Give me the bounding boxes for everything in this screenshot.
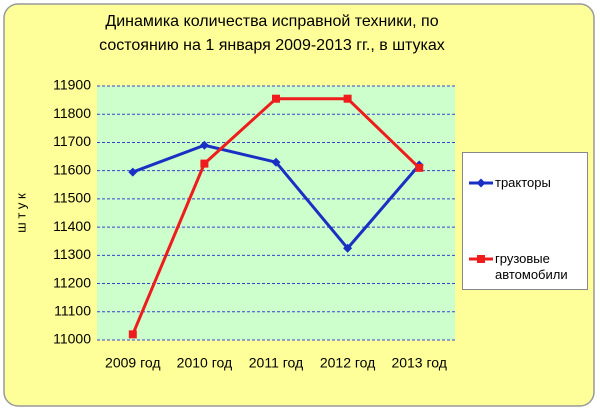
point: [200, 159, 209, 168]
legend-marker: [477, 255, 485, 263]
legend-symbol: [469, 178, 493, 188]
y-tick-label: 11300: [53, 246, 91, 262]
point: [199, 140, 209, 150]
legend-label: грузовые автомобили: [495, 251, 568, 282]
y-tick-label: 11100: [54, 302, 91, 318]
point: [128, 167, 138, 177]
y-axis-label: ш т у к: [13, 193, 28, 233]
point: [343, 243, 353, 253]
y-tick-label: 11500: [53, 190, 91, 206]
legend-item: тракторы: [467, 175, 583, 191]
y-tick-label: 11600: [53, 161, 91, 177]
chart-title: Динамика количества исправной техники, п…: [105, 13, 438, 30]
point: [272, 94, 280, 103]
plot-area: [97, 86, 455, 340]
point: [415, 163, 424, 172]
y-tick-label: 11000: [53, 331, 91, 347]
x-tick-label: 2013 год: [391, 355, 446, 371]
legend-item: грузовые автомобили: [467, 251, 583, 283]
y-tick-label: 11900: [53, 77, 91, 93]
x-tick-label: 2009 год: [105, 355, 160, 371]
y-tick-label: 11800: [53, 105, 91, 121]
point: [343, 94, 352, 103]
x-tick-label: 2010 год: [177, 355, 232, 371]
point: [271, 157, 281, 167]
point: [128, 330, 137, 339]
y-tick-label: 11700: [53, 133, 91, 149]
legend: тракторы грузовые автомобили: [462, 152, 588, 290]
legend-marker: [476, 178, 486, 188]
y-tick-label: 11400: [53, 218, 91, 234]
x-tick-label: 2011 год: [249, 355, 303, 371]
legend-label: тракторы: [495, 175, 551, 190]
x-tick-label: 2012 год: [320, 355, 375, 371]
chart-title: состоянию на 1 января 2009-2013 гг., в ш…: [99, 37, 445, 54]
y-tick-label: 11200: [53, 274, 91, 290]
legend-symbol: [469, 255, 493, 263]
